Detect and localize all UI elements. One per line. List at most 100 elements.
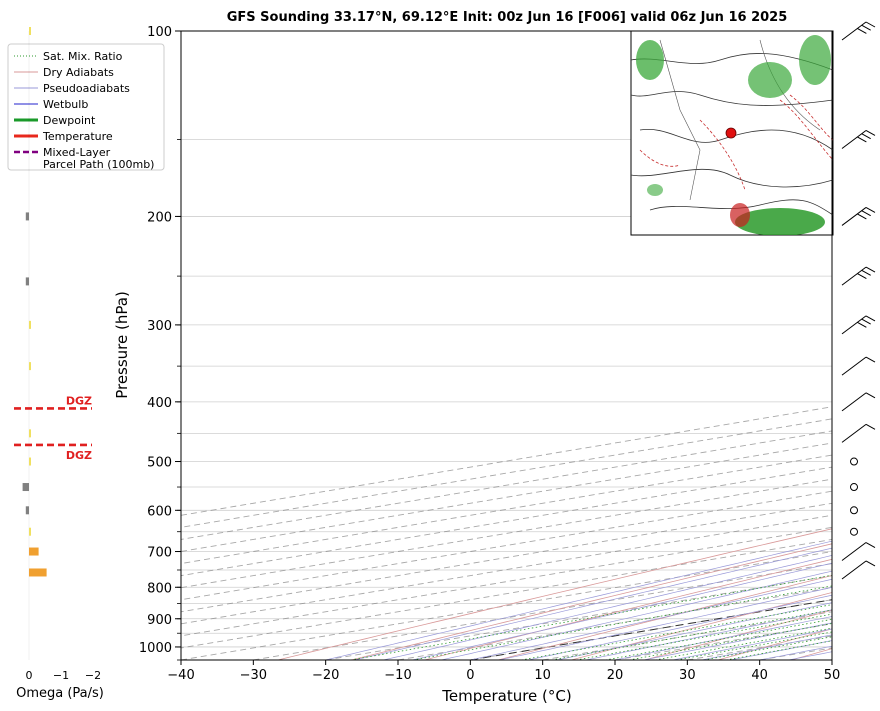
wind-barb-flag xyxy=(865,423,876,430)
y-tick-label: 200 xyxy=(147,210,172,225)
wind-barb-flag xyxy=(865,315,876,322)
wind-barb-staff xyxy=(841,392,867,412)
x-tick-label: 20 xyxy=(607,668,624,683)
dry-adiabat xyxy=(571,592,832,660)
pseudoadiabat xyxy=(557,602,832,660)
wind-barb-flag xyxy=(857,136,867,143)
legend-label: Dry Adiabats xyxy=(43,66,114,79)
legend-label: Pseudoadiabats xyxy=(43,82,130,95)
pseudoadiabat xyxy=(412,562,832,660)
wind-barb-flag xyxy=(857,321,867,328)
x-tick-label: 0 xyxy=(466,668,474,683)
dry-adiabat xyxy=(277,528,832,660)
wind-barb-flag xyxy=(861,210,871,217)
wind-barb xyxy=(841,266,876,286)
dry-adiabat xyxy=(351,543,832,660)
legend-label-line: Mixed-Layer xyxy=(43,146,111,159)
pseudoadiabat xyxy=(325,540,832,660)
omega-bar xyxy=(29,362,31,371)
legend-entry: Temperature xyxy=(14,130,113,143)
dgz-label: DGZ xyxy=(66,449,92,462)
y-tick-label: 500 xyxy=(147,456,172,471)
legend-entry: Mixed-Layer Parcel Path (100mb) xyxy=(14,146,154,171)
axis-labels: −40 −30 −20 −10 0 10 20 30 40 50 100 200 300 400 500 60… xyxy=(139,25,840,683)
wind-barb-flag xyxy=(865,392,876,399)
wind-barbs xyxy=(841,21,876,580)
pseudoadiabat xyxy=(528,594,832,660)
wind-barb xyxy=(841,130,876,149)
y-tick-label: 400 xyxy=(147,396,172,411)
wind-barb xyxy=(841,356,876,376)
wind-barb-flag xyxy=(857,213,867,220)
legend-label-line: Temperature xyxy=(42,130,113,143)
pseudoadiabat xyxy=(354,547,832,660)
legend-label-line: Dewpoint xyxy=(43,114,96,127)
isotherm xyxy=(831,659,832,660)
wind-barb-flag xyxy=(865,21,876,28)
wind-barb-flag xyxy=(857,28,867,34)
wind-barb xyxy=(841,392,876,412)
x-tick-label: −30 xyxy=(240,668,267,683)
pseudoadiabat xyxy=(441,570,832,660)
omega-bar xyxy=(29,320,31,329)
legend-entry: Wetbulb xyxy=(14,98,88,111)
omega-tick-label: −1 xyxy=(53,669,69,682)
wind-barb-staff xyxy=(841,356,867,376)
x-tick-label: −10 xyxy=(384,668,411,683)
calm-wind-circle xyxy=(850,527,858,536)
legend-label: Dewpoint xyxy=(43,114,96,127)
wind-barb-flag xyxy=(861,133,871,140)
y-tick-label: 600 xyxy=(147,504,172,519)
wind-barb xyxy=(841,315,876,335)
dry-adiabat xyxy=(865,31,880,660)
y-tick-label: 1000 xyxy=(139,641,172,656)
legend-entry: Sat. Mix. Ratio xyxy=(14,50,123,63)
wind-barb-flag xyxy=(865,542,876,548)
omega-bar xyxy=(29,527,31,536)
wind-barb-staff xyxy=(841,423,867,443)
omega-bar xyxy=(29,457,31,466)
wind-barb-staff xyxy=(841,542,867,561)
legend-box xyxy=(7,43,165,171)
legend-label: Temperature xyxy=(42,130,113,143)
x-tick-label: −40 xyxy=(167,668,194,683)
wind-barb-flag xyxy=(861,24,871,31)
wind-barb-staff xyxy=(841,560,867,580)
x-tick-label: 40 xyxy=(751,668,768,683)
omega-axis-label: Omega (Pa/s) xyxy=(16,686,104,701)
axis-ticks xyxy=(175,30,833,665)
y-tick-label: 100 xyxy=(147,25,172,40)
calm-wind-circle xyxy=(850,506,858,515)
location-marker xyxy=(725,127,737,139)
wind-barb xyxy=(841,560,876,580)
x-axis-label: Temperature (°C) xyxy=(441,687,571,705)
plot-frame xyxy=(180,30,833,661)
legend: Sat. Mix. Ratio Dry Adiabats Pseudoadiabat… xyxy=(7,43,165,171)
legend-label: Sat. Mix. Ratio xyxy=(43,50,123,63)
y-tick-label: 800 xyxy=(147,581,172,596)
legend-entry: Dry Adiabats xyxy=(14,66,114,79)
wind-barb-flag xyxy=(865,266,876,273)
mixing-ratio-line xyxy=(551,609,832,660)
dry-adiabat xyxy=(644,609,832,660)
y-axis-label: Pressure (hPa) xyxy=(113,291,131,399)
plot-background-lines: 126810131620243036 xyxy=(181,31,880,660)
wind-barb-flag xyxy=(857,273,867,280)
legend-label-line: Wetbulb xyxy=(43,98,88,111)
wind-barb-flag xyxy=(861,318,871,325)
y-tick-label: 700 xyxy=(147,546,172,561)
omega-bar xyxy=(22,483,29,492)
omega-bar xyxy=(29,429,31,438)
legend-label-line: Dry Adiabats xyxy=(43,66,114,79)
omega-bar xyxy=(25,212,29,221)
wind-barb xyxy=(841,423,876,443)
y-tick-label: 300 xyxy=(147,319,172,334)
omega-bar xyxy=(29,27,31,35)
mixing-ratio-line xyxy=(703,636,832,660)
legend-label-line: Parcel Path (100mb) xyxy=(43,158,154,171)
pseudoadiabat xyxy=(383,555,832,660)
chart-title: GFS Sounding 33.17°N, 69.12°E Init: 00z … xyxy=(227,10,788,25)
wind-barb-flag xyxy=(861,269,871,276)
omega-panel: 0 −1 −2 DGZ DGZ xyxy=(14,27,101,682)
